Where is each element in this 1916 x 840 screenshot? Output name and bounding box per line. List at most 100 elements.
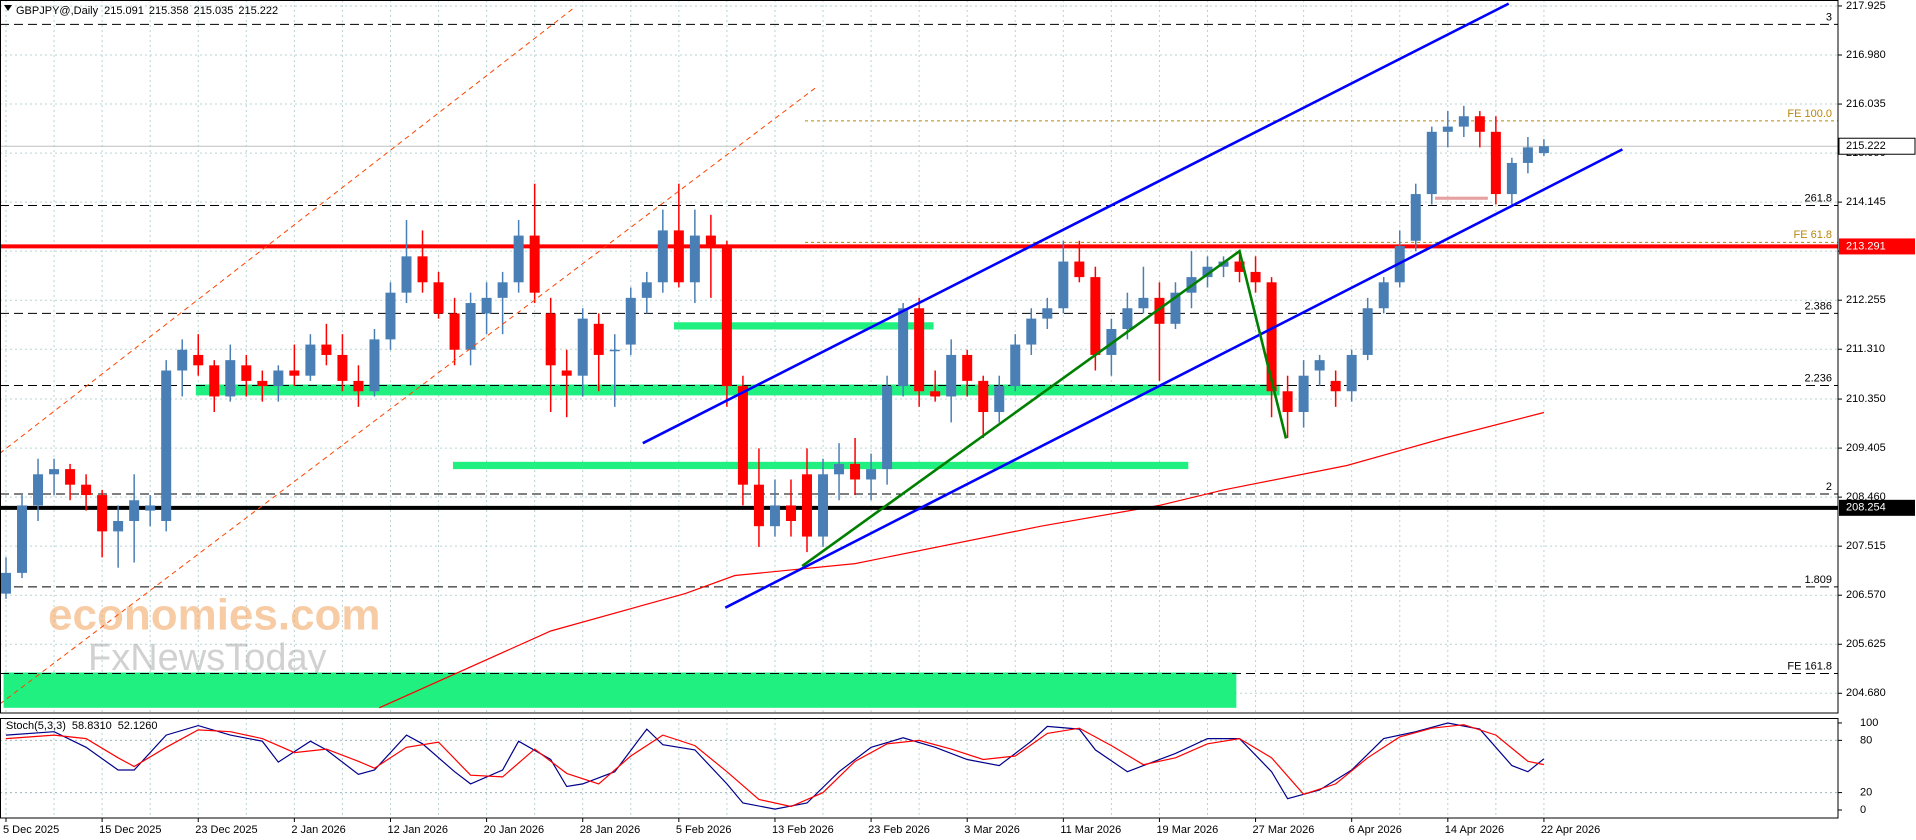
zone xyxy=(195,384,1280,396)
candle-body xyxy=(625,297,636,345)
price-axis-bg xyxy=(1839,0,1916,818)
level-label: FE 161.8 xyxy=(1787,660,1832,672)
level-label: 2.386 xyxy=(1804,300,1832,312)
x-tick-label: 28 Jan 2026 xyxy=(580,824,641,836)
candle-body xyxy=(97,495,108,532)
y-tick-label: 216.035 xyxy=(1846,98,1886,110)
candle-body xyxy=(737,386,748,485)
level-label: FE 61.8 xyxy=(1793,229,1832,241)
x-tick-label: 5 Dec 2025 xyxy=(3,824,59,836)
price-label: 208.254 xyxy=(1846,502,1886,514)
candle-body xyxy=(1154,297,1165,324)
candle-body xyxy=(385,292,396,340)
trendline xyxy=(724,148,1623,609)
y-tick-label: 211.310 xyxy=(1846,343,1885,355)
candle-body xyxy=(113,520,124,532)
x-tick-label: 2 Jan 2026 xyxy=(291,824,345,836)
x-tick-label: 5 Feb 2026 xyxy=(676,824,732,836)
candle-body xyxy=(1170,292,1181,324)
ohlc-value: 215.091 xyxy=(104,5,144,17)
candle-body xyxy=(1234,261,1245,272)
candle-body xyxy=(353,380,364,392)
x-tick-label: 11 Mar 2026 xyxy=(1060,824,1121,836)
candle-body xyxy=(1506,162,1517,195)
candle-body xyxy=(1138,297,1149,309)
zone xyxy=(1434,196,1488,200)
y-tick-label: 206.570 xyxy=(1846,589,1886,601)
candle-body xyxy=(850,463,861,480)
y-tick-label: 214.145 xyxy=(1846,196,1886,208)
candle-body xyxy=(1298,375,1309,413)
candle-body xyxy=(1442,126,1453,132)
candle-body xyxy=(657,230,668,283)
candle-body xyxy=(33,474,44,506)
candle-body xyxy=(705,235,716,246)
candle-body xyxy=(994,386,1005,413)
candle-body xyxy=(914,308,925,392)
candle-body xyxy=(898,308,909,387)
candle-body xyxy=(1522,147,1533,163)
y-tick-label: 205.625 xyxy=(1846,638,1886,650)
candle-body xyxy=(1090,277,1101,355)
y-tick-label: 207.515 xyxy=(1846,540,1886,552)
level-label: 261.8 xyxy=(1804,192,1832,204)
candle-body xyxy=(129,500,140,521)
candle-body xyxy=(593,323,604,355)
candle-body xyxy=(449,313,460,350)
candle-body xyxy=(641,282,652,298)
candle-body xyxy=(481,297,492,314)
candle-body xyxy=(1458,116,1469,127)
watermark: FxNewsToday xyxy=(88,637,327,679)
candle-body xyxy=(289,370,300,376)
candle-body xyxy=(1330,380,1341,392)
collapse-icon[interactable] xyxy=(4,5,12,11)
candle-body xyxy=(81,484,92,496)
x-tick-label: 15 Dec 2025 xyxy=(99,824,161,836)
level-label: 2.236 xyxy=(1804,372,1832,384)
main-frame xyxy=(0,0,1839,714)
candle-body xyxy=(962,354,973,381)
candle-body xyxy=(1010,344,1021,387)
candle-body xyxy=(609,349,620,352)
indicator-value: 52.1260 xyxy=(118,720,158,732)
x-tick-label: 27 Mar 2026 xyxy=(1253,824,1315,836)
candle-body xyxy=(177,349,188,371)
indicator-title: Stoch(5,3,3) xyxy=(6,720,66,732)
candle-body xyxy=(753,484,764,527)
candle-body xyxy=(1426,131,1437,195)
level-label: 3 xyxy=(1826,11,1832,23)
candle-body xyxy=(946,354,957,397)
candle-body xyxy=(802,474,812,537)
zone xyxy=(674,322,934,330)
candle-body xyxy=(513,235,524,283)
candle-body xyxy=(689,235,700,283)
current-price-box xyxy=(1838,137,1916,155)
candle-body xyxy=(1410,194,1421,241)
ohlc-value: 215.035 xyxy=(194,5,234,17)
x-tick-label: 23 Feb 2026 xyxy=(868,824,930,836)
candle-body xyxy=(785,505,796,521)
candle-body xyxy=(834,463,845,475)
symbol-label: GBPJPY@,Daily xyxy=(16,5,99,17)
trendline xyxy=(801,249,1288,568)
candle-body xyxy=(417,256,428,283)
candle-body xyxy=(337,354,348,381)
candle-body xyxy=(1074,261,1085,278)
candle-body xyxy=(978,380,989,413)
candle-body xyxy=(1490,131,1501,195)
candle-body xyxy=(1,572,11,594)
candle-body xyxy=(1122,308,1133,329)
candle-body xyxy=(369,339,380,392)
x-tick-label: 12 Jan 2026 xyxy=(387,824,448,836)
candle-body xyxy=(1474,116,1485,132)
candle-body xyxy=(305,344,316,376)
candle-body xyxy=(545,313,556,366)
y-tick-label: 204.680 xyxy=(1846,687,1886,699)
candle-body xyxy=(465,303,476,350)
candle-body xyxy=(273,370,284,387)
candle-body xyxy=(1314,360,1325,371)
indicator-tick-label: 0 xyxy=(1860,804,1866,816)
